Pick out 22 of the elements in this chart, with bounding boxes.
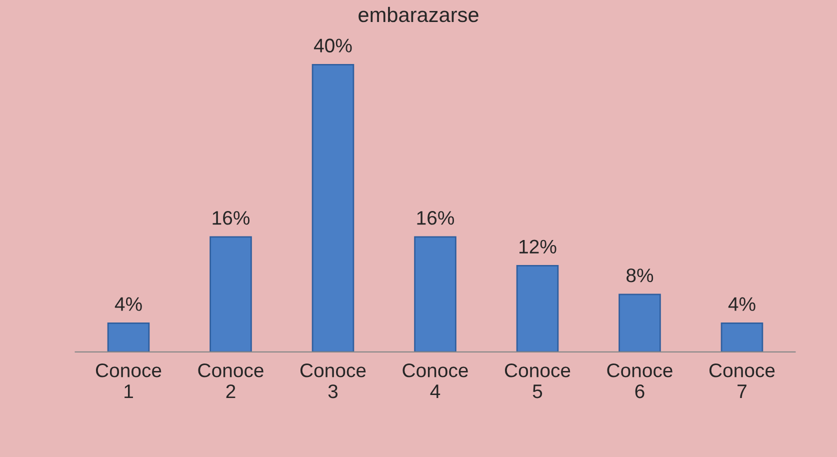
x-tick-label: Conoce 5 [504, 364, 570, 398]
x-tick-label: Conoce 3 [300, 364, 366, 398]
bar [210, 236, 252, 352]
bar [414, 236, 456, 352]
x-tick-label: Conoce 1 [96, 364, 162, 398]
x-tick-label: Conoce 6 [607, 364, 672, 398]
data-label: 16% [212, 211, 250, 225]
x-tick-label: Conoce 7 [709, 364, 775, 398]
x-tick-label: Conoce 2 [198, 364, 264, 398]
data-label: 16% [417, 211, 454, 225]
data-label: 40% [314, 38, 352, 52]
data-label: 8% [626, 268, 654, 282]
x-tick-label: Conoce 4 [402, 364, 468, 398]
data-label: 4% [728, 297, 756, 311]
bar [312, 64, 354, 352]
data-label: 4% [114, 297, 142, 311]
bar [516, 265, 559, 352]
data-label: 12% [520, 240, 556, 254]
bar [720, 322, 764, 352]
bar [107, 322, 150, 352]
chart-title: embarazarse [358, 6, 478, 22]
bar [618, 294, 661, 352]
